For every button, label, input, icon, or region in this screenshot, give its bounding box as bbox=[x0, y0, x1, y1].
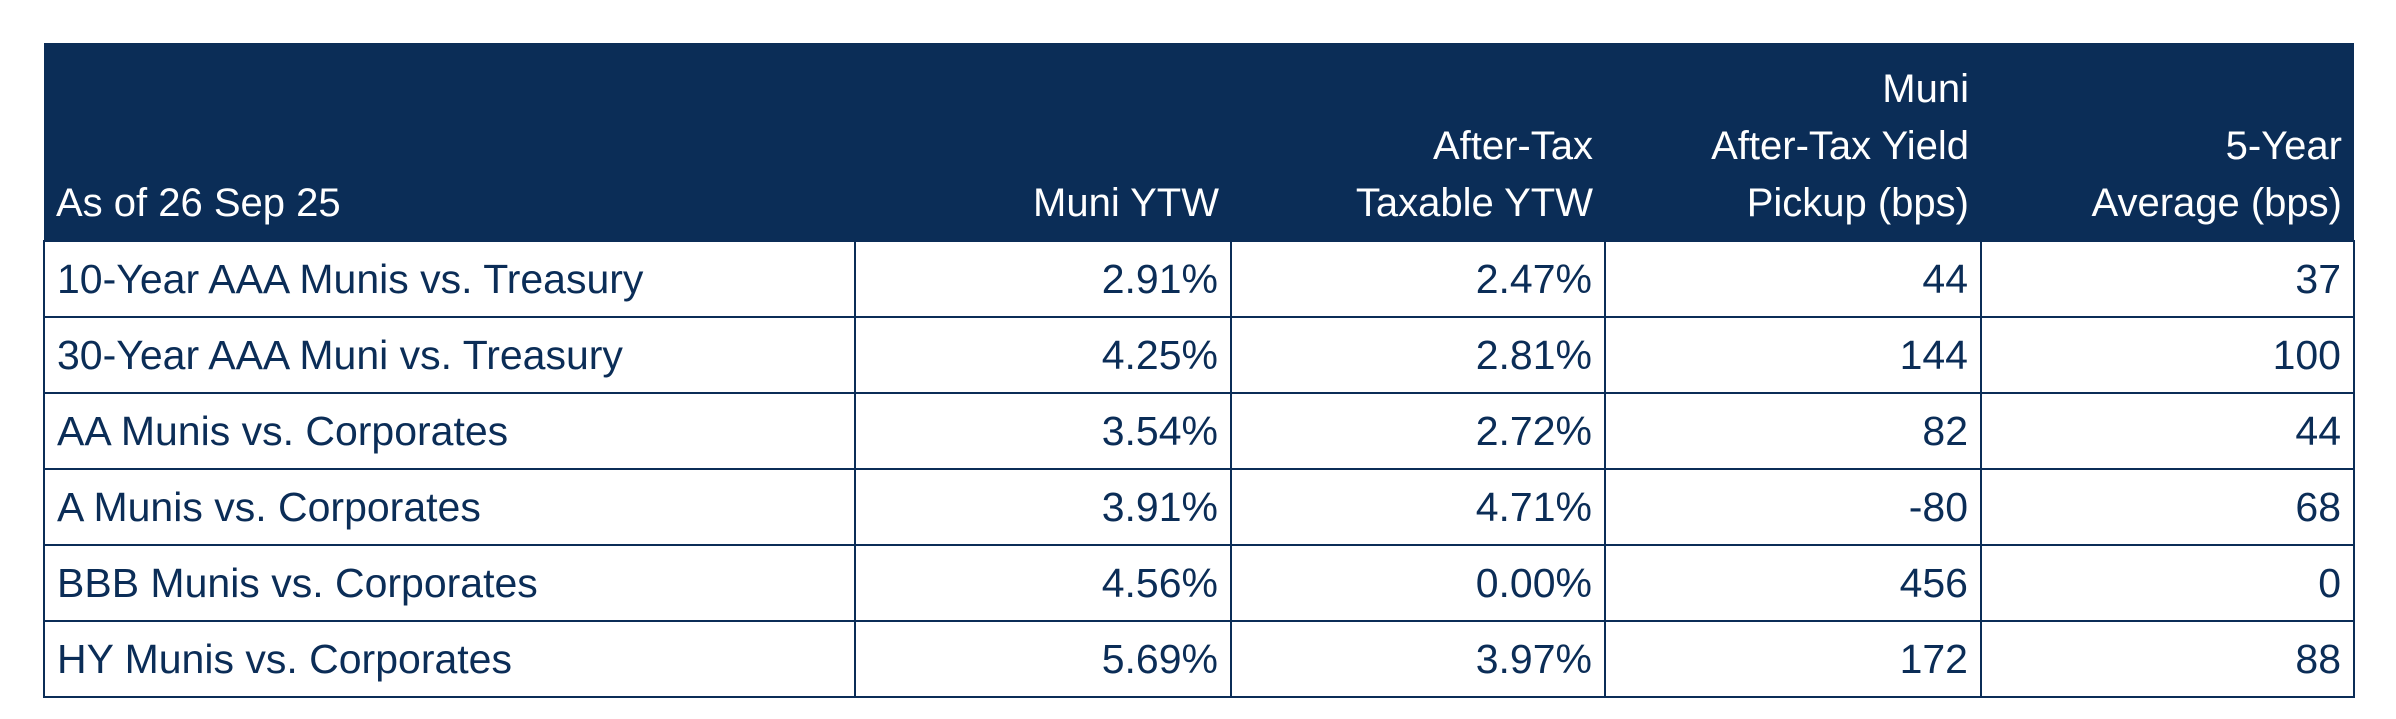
table-cell: 37 bbox=[1980, 240, 2355, 318]
row-label: 30-Year AAA Muni vs. Treasury bbox=[43, 316, 856, 394]
table-cell: 44 bbox=[1604, 240, 1982, 318]
table-cell: 2.47% bbox=[1230, 240, 1606, 318]
table-cell: 0.00% bbox=[1230, 544, 1606, 622]
table-row: 10-Year AAA Munis vs. Treasury 2.91% 2.47%… bbox=[43, 240, 2355, 318]
table-row: HY Munis vs. Corporates 5.69% 3.97% 172 88 bbox=[43, 620, 2355, 698]
table-cell: 2.81% bbox=[1230, 316, 1606, 394]
table-cell: 3.54% bbox=[854, 392, 1232, 470]
table-cell: 3.97% bbox=[1230, 620, 1606, 698]
header-cell: Muni YTW bbox=[855, 43, 1231, 241]
table-cell: -80 bbox=[1604, 468, 1982, 546]
table-cell: 100 bbox=[1980, 316, 2355, 394]
header-text: After-Tax bbox=[1432, 124, 1593, 168]
header-cell: As of 26 Sep 25 bbox=[44, 43, 855, 241]
header-text: Taxable YTW bbox=[1355, 181, 1593, 225]
header-text: Average (bps) bbox=[2091, 181, 2342, 225]
table-cell: 44 bbox=[1980, 392, 2355, 470]
table-cell: 3.91% bbox=[854, 468, 1232, 546]
table-cell: 0 bbox=[1980, 544, 2355, 622]
header-row: As of 26 Sep 25 Muni YTW After-Tax Taxable … bbox=[44, 43, 2354, 241]
table-cell: 456 bbox=[1604, 544, 1982, 622]
table-cell: 2.72% bbox=[1230, 392, 1606, 470]
row-label: A Munis vs. Corporates bbox=[43, 468, 856, 546]
yield-table: As of 26 Sep 25 Muni YTW After-Tax Taxable … bbox=[43, 43, 2355, 698]
header-text: Muni YTW bbox=[1033, 181, 1219, 225]
row-label: BBB Munis vs. Corporates bbox=[43, 544, 856, 622]
row-label: HY Munis vs. Corporates bbox=[43, 620, 856, 698]
header-text: 5-Year bbox=[2225, 124, 2342, 168]
table-row: A Munis vs. Corporates 3.91% 4.71% -80 68 bbox=[43, 468, 2355, 546]
table-cell: 5.69% bbox=[854, 620, 1232, 698]
table-cell: 2.91% bbox=[854, 240, 1232, 318]
header-cell: Muni After-Tax Yield Pickup (bps) bbox=[1605, 43, 1981, 241]
table-cell: 88 bbox=[1980, 620, 2355, 698]
table-row: BBB Munis vs. Corporates 4.56% 0.00% 456 0 bbox=[43, 544, 2355, 622]
table-cell: 68 bbox=[1980, 468, 2355, 546]
header-text: As of 26 Sep 25 bbox=[56, 181, 341, 225]
table-row: AA Munis vs. Corporates 3.54% 2.72% 82 44 bbox=[43, 392, 2355, 470]
table-cell: 82 bbox=[1604, 392, 1982, 470]
header-cell: After-Tax Taxable YTW bbox=[1231, 43, 1605, 241]
table-cell: 144 bbox=[1604, 316, 1982, 394]
header-text: Muni bbox=[1882, 67, 1969, 111]
table-row: 30-Year AAA Muni vs. Treasury 4.25% 2.81% 1… bbox=[43, 316, 2355, 394]
header-text: Pickup (bps) bbox=[1746, 181, 1969, 225]
row-label: AA Munis vs. Corporates bbox=[43, 392, 856, 470]
table-body: 10-Year AAA Munis vs. Treasury 2.91% 2.47%… bbox=[43, 240, 2355, 698]
header-cell: 5-Year Average (bps) bbox=[1981, 43, 2354, 241]
table-cell: 172 bbox=[1604, 620, 1982, 698]
header-text: After-Tax Yield bbox=[1711, 124, 1969, 168]
table-cell: 4.71% bbox=[1230, 468, 1606, 546]
table-header: As of 26 Sep 25 Muni YTW After-Tax Taxable … bbox=[44, 43, 2354, 241]
row-label: 10-Year AAA Munis vs. Treasury bbox=[43, 240, 856, 318]
table-cell: 4.56% bbox=[854, 544, 1232, 622]
table-cell: 4.25% bbox=[854, 316, 1232, 394]
